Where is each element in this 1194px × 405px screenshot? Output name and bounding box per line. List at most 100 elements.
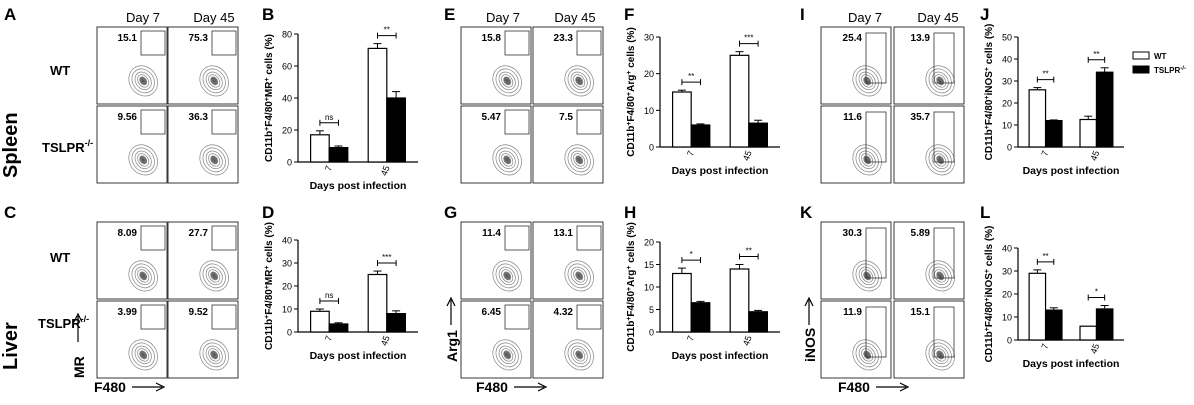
y-tick-label: 0 (1007, 336, 1012, 346)
flow-yarrow-head-g (446, 296, 456, 307)
flow-contour-ring (928, 147, 952, 173)
flow-contour-ring (495, 263, 519, 289)
significance-label: ns (325, 291, 333, 300)
flow-gate-percentage: 6.45 (482, 307, 502, 318)
bar-wt-day7 (310, 310, 330, 333)
flow-xlabel-g: F480 (476, 379, 508, 395)
bar-wt-day45 (1079, 118, 1098, 148)
y-tick-label: 20 (1002, 290, 1012, 300)
y-tick-label: 20 (644, 238, 654, 248)
y-tick-label: 20 (1002, 99, 1012, 109)
flow-plot-c-0-1: 27.7 (167, 221, 239, 300)
flow-plot-frame (167, 221, 239, 300)
flow-contour-ring (498, 345, 516, 365)
x-tick-label: 7 (1039, 342, 1050, 350)
bar-wt-day45 (729, 268, 750, 333)
x-tick-label: 7 (685, 149, 696, 157)
flow-contour-ring (140, 78, 146, 84)
flow-plot-c-1-0: 3.99 (96, 300, 168, 379)
flow-plot-k-0-1: 5.89 (893, 221, 965, 300)
day-header-7-i: Day 7 (848, 10, 882, 25)
flow-contour-ring (211, 157, 217, 163)
flow-contour-ring (934, 74, 947, 88)
flow-contour-ring (202, 342, 226, 368)
flow-contour-ring (140, 273, 146, 279)
flow-contour-ring (199, 339, 229, 371)
flow-gate (140, 225, 166, 251)
flow-gate-percentage: 35.7 (911, 112, 931, 123)
flow-contour-ring (931, 266, 949, 286)
y-tick-label: 40 (282, 94, 292, 104)
y-tick-label: 30 (644, 33, 654, 43)
flow-gate (504, 30, 530, 56)
flow-contour-ring (858, 345, 876, 365)
flow-contour-ring (570, 345, 588, 365)
panel-letter-h: H (624, 203, 636, 222)
flow-contour-ring (576, 273, 582, 279)
x-axis-label: Days post infection (672, 165, 769, 177)
flow-gate (140, 109, 166, 135)
flow-contour-ring (498, 150, 516, 170)
flow-plots: 15.1 75.3 9.56 36.3 8.09 27.7 3.99 9.52 15.8 23.3… (96, 26, 965, 379)
panel-letter-k: K (800, 203, 813, 222)
flow-contour-ring (205, 150, 223, 170)
flow-contour-ring (131, 68, 155, 94)
y-tick-label: 10 (644, 283, 654, 293)
flow-contour-ring (140, 157, 146, 163)
bar-tslpr-day45 (748, 311, 768, 333)
flow-contour-ring (931, 345, 949, 365)
flow-contour-ring (504, 273, 510, 279)
x-tick-label: 7 (1039, 149, 1050, 157)
x-axis-label: Days post infection (1023, 358, 1120, 370)
flow-contour-ring (925, 144, 955, 176)
bar-chart-h: 0 5 10 15 20 7 * 45 ** Days post infection CD11b+F… (626, 222, 780, 362)
flow-yarrow-head-c (73, 312, 83, 323)
flow-contour-ring (495, 68, 519, 94)
significance-label: * (1095, 288, 1098, 297)
flow-contour-ring (498, 266, 516, 286)
flow-ylabel-c: MR (71, 356, 87, 378)
flow-contour-ring (134, 71, 152, 91)
flow-contour-ring (573, 269, 586, 283)
x-tick-label: 45 (1088, 149, 1101, 162)
flow-gate-percentage: 8.09 (118, 228, 138, 239)
flow-contour-ring (852, 144, 882, 176)
y-tick-label: 0 (649, 143, 654, 153)
flow-contour-ring (137, 74, 150, 88)
flow-contour-ring (492, 339, 522, 371)
x-tick-label: 45 (741, 334, 754, 347)
flow-contour-ring (928, 68, 952, 94)
flow-gate (211, 304, 237, 330)
bar-wt-day7 (1028, 272, 1047, 341)
day-header-7-a: Day 7 (126, 10, 160, 25)
x-tick-label: 7 (323, 164, 334, 172)
flow-gate-percentage: 11.6 (843, 112, 862, 123)
flow-contour-ring (570, 150, 588, 170)
flow-contour-ring (495, 342, 519, 368)
flow-gate (933, 306, 955, 358)
flow-contour-ring (492, 260, 522, 292)
flow-contour-ring (858, 150, 876, 170)
flow-gate-percentage: 36.3 (189, 112, 209, 123)
x-tick-label: 45 (741, 149, 754, 162)
panel-letter-f: F (624, 5, 634, 24)
flow-contour-ring (211, 78, 217, 84)
bar-tslpr-day7 (690, 124, 711, 148)
flow-gate (504, 225, 530, 251)
flow-gate (865, 32, 887, 84)
legend-wt-swatch (1132, 51, 1150, 60)
x-tick-label: 7 (685, 334, 696, 342)
flow-contour-ring (855, 68, 879, 94)
flow-contour-ring (855, 147, 879, 173)
y-tick-label: 20 (282, 126, 292, 136)
flow-gate (576, 30, 602, 56)
y-tick-label: 0 (649, 328, 654, 338)
bar-tslpr-day45 (386, 97, 406, 163)
significance-label: ns (325, 113, 333, 122)
x-axis-label: Days post infection (672, 350, 769, 362)
flow-gate (865, 111, 887, 163)
flow-contour-ring (501, 269, 514, 283)
flow-contour-ring (925, 65, 955, 97)
legend-wt-label: WT (1154, 52, 1167, 61)
flow-contour-ring (564, 65, 594, 97)
